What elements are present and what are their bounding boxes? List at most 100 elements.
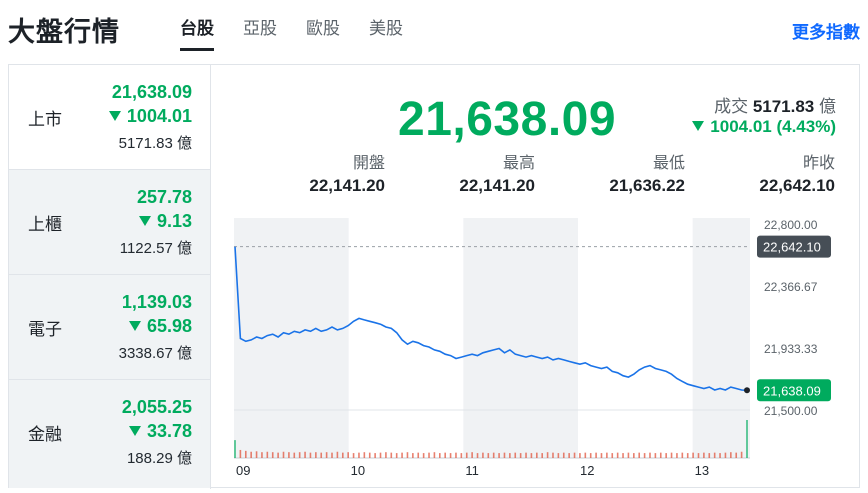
volume-bar — [627, 452, 630, 458]
volume-bar — [379, 452, 382, 458]
volume-bar — [541, 453, 543, 458]
volume-bar — [686, 453, 689, 458]
volume-bar — [713, 452, 716, 458]
volume-bar — [460, 453, 463, 458]
tab-taiwan[interactable]: 台股 — [180, 0, 214, 52]
market-volume: 3338.67 億 — [118, 345, 192, 362]
market-panel: 上市 21,638.09 1004.01 5171.83 億 上櫃 257.78… — [8, 64, 860, 489]
y-tick-label: 21,933.33 — [764, 342, 818, 356]
market-change-value: 33.78 — [146, 421, 192, 441]
volume-bar — [676, 453, 678, 458]
market-change: 65.98 — [128, 316, 192, 337]
volume-bar — [255, 451, 258, 458]
volume-bar — [536, 452, 538, 458]
volume-bar — [611, 453, 614, 458]
down-triangle-icon — [128, 321, 141, 331]
market-price: 257.78 — [136, 187, 192, 207]
market-price: 21,638.09 — [111, 82, 192, 102]
down-triangle-icon — [128, 426, 141, 436]
volume-bar — [239, 449, 242, 458]
volume-bar — [665, 453, 667, 458]
market-name: 電子 — [28, 320, 62, 339]
volume-bar — [455, 452, 457, 458]
prev-close-badge-label: 22,642.10 — [763, 240, 821, 255]
volume-bar — [288, 452, 290, 458]
volume-bar — [681, 452, 684, 458]
volume-bar — [616, 452, 619, 458]
volume-bar — [368, 452, 371, 458]
market-item-listed[interactable]: 上市 21,638.09 1004.01 5171.83 億 — [9, 65, 210, 170]
stat-label: 開盤 — [352, 155, 385, 172]
volume-bar — [708, 453, 711, 458]
volume-bar — [428, 452, 430, 458]
stat-label: 最低 — [652, 155, 685, 172]
volume-bar — [519, 453, 522, 458]
volume-bar — [654, 453, 657, 458]
down-triangle-icon — [108, 111, 121, 121]
volume-bar — [498, 453, 500, 458]
volume-bar — [293, 452, 296, 458]
index-change-value: 1004.01 (4.43%) — [710, 117, 836, 136]
volume-bar — [325, 452, 328, 458]
market-item-electronics[interactable]: 電子 1,139.03 65.98 3338.67 億 — [9, 275, 210, 380]
y-tick-label: 22,366.67 — [764, 280, 818, 294]
index-change: 1004.01 (4.43%) — [692, 117, 836, 137]
more-indices-link[interactable]: 更多指數 — [792, 23, 860, 42]
trade-volume: 成交 5171.83 億 — [714, 92, 836, 117]
volume-bar — [358, 452, 360, 458]
volume-bar — [465, 452, 468, 458]
volume-bar — [579, 453, 581, 458]
volume-bar — [298, 452, 301, 458]
volume-label: 成交 — [714, 97, 749, 116]
volume-bar — [412, 453, 414, 458]
volume-bar — [401, 452, 403, 458]
x-tick-label: 13 — [695, 463, 709, 478]
stat-open: 開盤 22,141.20 — [235, 154, 385, 198]
volume-bar — [730, 452, 732, 458]
volume-bar — [422, 453, 425, 458]
volume-bar — [261, 452, 263, 458]
market-change-value: 9.13 — [156, 211, 192, 231]
hour-band — [463, 218, 578, 458]
price-line — [234, 246, 748, 392]
market-tabs: 台股 亞股 歐股 美股 — [180, 0, 432, 52]
market-change-value: 1004.01 — [126, 106, 192, 126]
volume-bar — [724, 452, 727, 458]
market-item-otc[interactable]: 上櫃 257.78 9.13 1122.57 億 — [9, 170, 210, 275]
market-volume: 188.29 億 — [126, 450, 192, 467]
market-change: 1004.01 — [108, 106, 192, 127]
volume-bar — [439, 453, 441, 458]
volume-bar — [746, 420, 748, 458]
volume-bar — [562, 452, 565, 458]
volume-bar — [703, 452, 705, 458]
volume-bar — [363, 452, 366, 458]
volume-bar — [659, 452, 662, 458]
volume-bar — [492, 452, 495, 458]
market-name: 上櫃 — [28, 215, 62, 234]
volume-bar — [352, 453, 355, 458]
market-item-finance[interactable]: 金融 2,055.25 33.78 188.29 億 — [9, 380, 210, 488]
volume-bar — [697, 453, 700, 458]
volume-bar — [530, 453, 533, 458]
volume-bar — [482, 452, 484, 458]
stat-value: 22,642.10 — [759, 176, 835, 195]
volume-bar — [546, 452, 549, 458]
down-triangle-icon — [138, 216, 151, 226]
volume-bar — [670, 452, 673, 458]
tab-asia[interactable]: 亞股 — [243, 19, 277, 38]
volume-bar — [476, 453, 479, 458]
volume-bar — [336, 451, 339, 458]
volume-bar — [606, 452, 608, 458]
volume-bar — [525, 452, 527, 458]
volume-bar — [234, 440, 236, 458]
tab-europe[interactable]: 歐股 — [306, 19, 340, 38]
volume-bar — [557, 453, 560, 458]
volume-bar — [649, 452, 651, 458]
tab-us[interactable]: 美股 — [369, 19, 403, 38]
x-tick-label: 12 — [580, 463, 594, 478]
volume-bar — [568, 453, 570, 458]
last-price-badge-label: 21,638.09 — [763, 383, 821, 398]
volume-bar — [250, 451, 252, 458]
volume-bar — [595, 452, 597, 458]
